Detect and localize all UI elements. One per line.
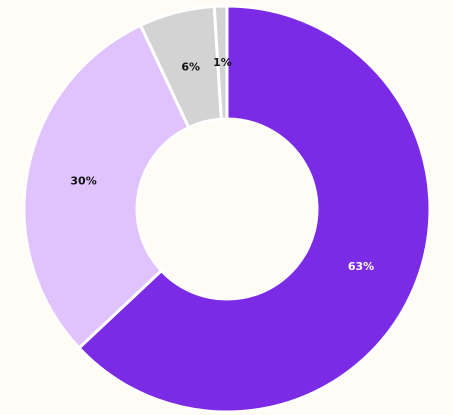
slice-label: 1% bbox=[213, 56, 232, 69]
donut-slice bbox=[76, 4, 432, 414]
donut-slice bbox=[22, 23, 191, 351]
slice-label: 30% bbox=[70, 175, 96, 188]
slice-label: 6% bbox=[181, 61, 200, 74]
slice-label: 63% bbox=[348, 260, 374, 273]
donut-slice bbox=[212, 4, 229, 121]
